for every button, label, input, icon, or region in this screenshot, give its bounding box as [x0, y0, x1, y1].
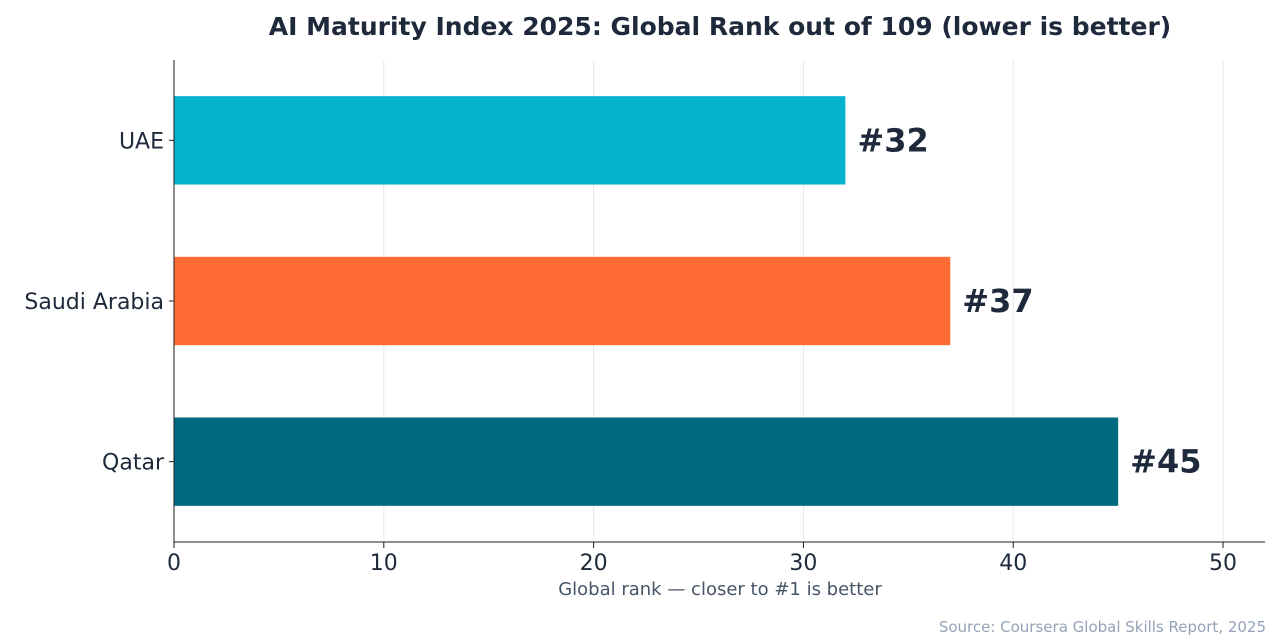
y-tick-label: UAE	[119, 129, 164, 154]
x-tick-label: 50	[1209, 551, 1237, 576]
x-axis-label: Global rank — closer to #1 is better	[558, 579, 882, 600]
x-tick-label: 10	[370, 551, 398, 576]
data-label: #37	[962, 282, 1033, 320]
x-tick-label: 0	[167, 551, 181, 576]
x-tick-label: 20	[580, 551, 608, 576]
data-label: #32	[857, 121, 928, 159]
y-tick-label: Qatar	[102, 451, 165, 476]
source-note: Source: Coursera Global Skills Report, 2…	[939, 618, 1266, 636]
chart-title: AI Maturity Index 2025: Global Rank out …	[269, 12, 1171, 41]
x-tick-label: 40	[999, 551, 1027, 576]
bar-saudi-arabia	[174, 256, 951, 346]
ticks: 0 10 20 30 40 50 UAE Saudi Arabia Qatar	[24, 129, 1237, 576]
bar-qatar	[174, 417, 1119, 506]
value-labels: #32 #37 #45	[857, 121, 1201, 480]
data-label: #45	[1130, 443, 1201, 481]
bars	[174, 96, 1119, 506]
bar-uae	[174, 96, 846, 185]
x-tick-label: 30	[789, 551, 817, 576]
y-tick-label: Saudi Arabia	[24, 290, 164, 315]
